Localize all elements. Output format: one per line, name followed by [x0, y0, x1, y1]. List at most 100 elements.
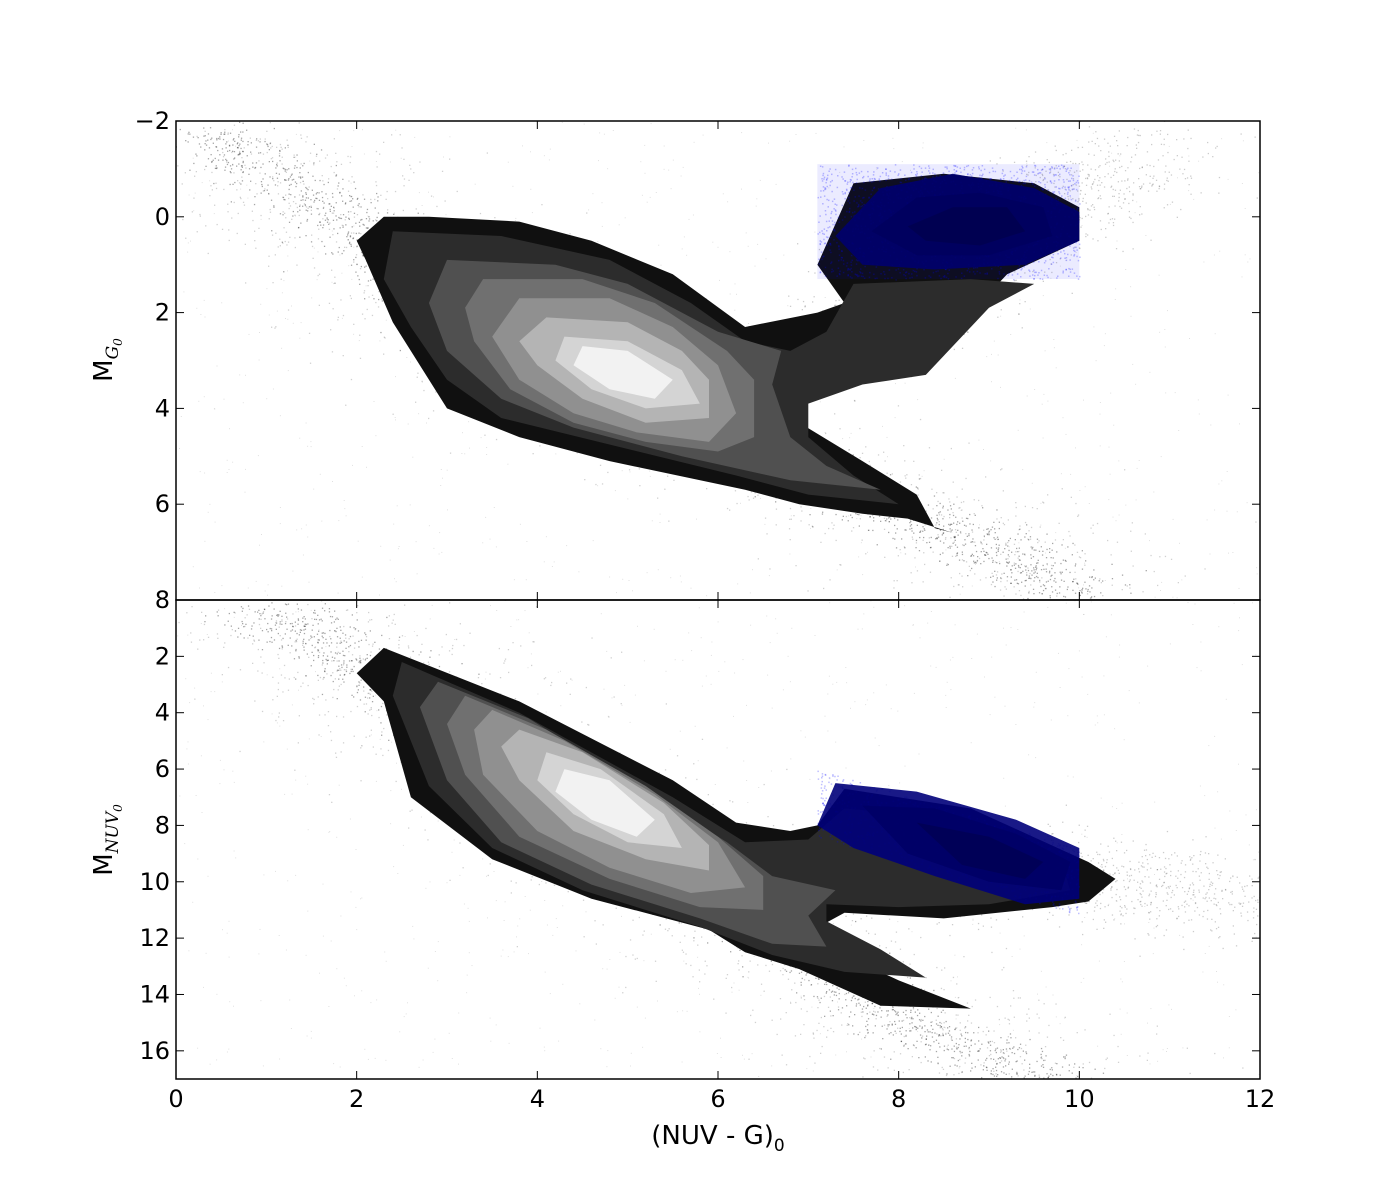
star-point: [1006, 576, 1009, 578]
star-point: [956, 552, 959, 554]
star-point: [965, 477, 967, 480]
star-point: [423, 213, 425, 215]
star-point: [247, 587, 249, 589]
star-point: [1045, 587, 1047, 590]
star-point: [225, 158, 227, 161]
star-point: [361, 251, 363, 254]
star-point: [216, 139, 218, 141]
star-point: [1086, 177, 1089, 179]
star-point: [375, 181, 377, 183]
star-point: [1085, 215, 1087, 218]
star-point: [381, 298, 383, 300]
star-point: [1020, 563, 1023, 566]
star-point: [1007, 554, 1009, 556]
star-point: [1061, 571, 1063, 573]
star-point: [1013, 564, 1015, 566]
star-point: [919, 531, 921, 533]
star-point: [1103, 186, 1106, 188]
star-point: [1041, 577, 1043, 579]
star-point: [541, 204, 543, 206]
star-point: [246, 184, 248, 186]
star-point: [601, 483, 604, 485]
star-point: [958, 584, 960, 586]
star-point: [1124, 198, 1126, 200]
star-point: [357, 275, 359, 277]
star-point: [333, 138, 335, 140]
star-point: [1051, 591, 1054, 593]
star-point: [310, 205, 312, 207]
star-point: [1035, 566, 1037, 568]
star-point: [307, 207, 309, 209]
star-point: [1004, 548, 1006, 550]
star-point: [380, 331, 382, 334]
star-point: [1069, 535, 1071, 537]
star-point: [216, 137, 218, 140]
star-point: [1088, 126, 1091, 128]
star-point: [376, 220, 378, 222]
star-point: [945, 549, 947, 551]
star-point: [1111, 152, 1113, 154]
star-point: [1063, 580, 1065, 582]
star-point: [1166, 179, 1168, 182]
star-point: [237, 142, 239, 144]
star-point: [259, 138, 261, 140]
star-point: [1059, 586, 1061, 588]
star-point: [1095, 360, 1097, 362]
star-point: [828, 527, 830, 530]
star-point: [971, 553, 973, 555]
star-point: [1040, 546, 1042, 548]
star-point: [1049, 258, 1051, 261]
star-point: [1067, 586, 1069, 588]
star-point: [835, 300, 837, 302]
star-point: [442, 477, 443, 479]
star-point: [972, 523, 974, 526]
star-point: [1075, 502, 1077, 505]
star-point: [484, 434, 486, 436]
star-point: [1035, 565, 1037, 567]
star-point: [949, 513, 951, 516]
star-point: [319, 221, 321, 223]
star-point: [353, 246, 355, 248]
star-point: [1036, 562, 1038, 564]
star-point: [299, 205, 301, 207]
star-point: [1104, 176, 1106, 178]
star-point: [310, 241, 313, 243]
star-point: [269, 122, 271, 124]
star-point: [928, 537, 930, 539]
star-point: [232, 150, 234, 152]
star-point: [249, 137, 251, 139]
star-point: [259, 332, 260, 333]
star-point: [311, 234, 313, 236]
star-point: [268, 265, 270, 267]
star-point: [1077, 146, 1079, 149]
star-point: [1043, 585, 1046, 587]
star-point: [229, 171, 231, 173]
star-point: [859, 427, 861, 430]
star-point: [1094, 577, 1096, 579]
star-point: [892, 537, 894, 540]
star-point: [839, 564, 841, 566]
star-point: [352, 206, 354, 208]
star-point: [812, 301, 814, 303]
star-point: [254, 230, 256, 232]
star-point: [351, 176, 353, 178]
star-point: [985, 476, 987, 478]
star-point: [222, 159, 224, 161]
star-point: [961, 347, 964, 349]
star-point: [1007, 519, 1009, 521]
star-point: [1046, 563, 1048, 565]
star-point: [1066, 588, 1068, 591]
star-point: [1042, 174, 1044, 177]
star-point: [217, 159, 220, 161]
star-point: [1119, 189, 1121, 191]
star-point: [1018, 547, 1020, 549]
star-point: [726, 507, 729, 510]
star-point: [1083, 584, 1084, 586]
star-point: [1019, 528, 1021, 530]
star-point: [322, 180, 324, 182]
star-point: [332, 196, 334, 198]
star-point: [271, 157, 274, 159]
star-point: [995, 551, 998, 554]
star-point: [1021, 581, 1023, 583]
star-point: [1045, 568, 1047, 570]
